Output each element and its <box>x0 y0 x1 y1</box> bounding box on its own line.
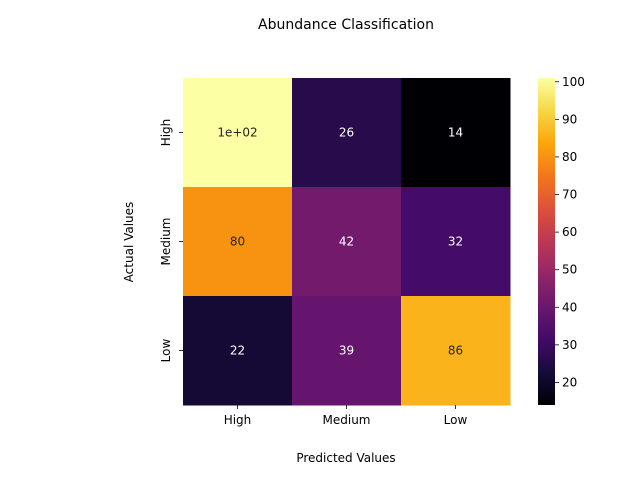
heatmap-cell <box>292 187 402 297</box>
x-tick-label: Low <box>444 413 468 427</box>
cell-value-label: 1e+02 <box>217 126 257 140</box>
cell-value-label: 14 <box>448 126 463 140</box>
x-tick-label: Medium <box>323 413 371 427</box>
cell-value-label: 42 <box>339 235 354 249</box>
colorbar-tick-label: 40 <box>562 300 577 314</box>
colorbar-gradient <box>538 78 555 405</box>
x-axis-ticks: High Medium Low <box>224 405 468 427</box>
colorbar-tick-label: 50 <box>562 263 577 277</box>
heatmap-cell <box>401 296 511 406</box>
colorbar-tick-label: 70 <box>562 188 577 202</box>
cell-value-label: 32 <box>448 235 463 249</box>
y-tick-label: Medium <box>159 218 173 266</box>
colorbar-tick-label: 20 <box>562 375 577 389</box>
colorbar: 20 30 40 50 60 70 80 90 100 <box>538 75 585 405</box>
cell-value-label: 86 <box>448 344 463 358</box>
cell-value-label: 39 <box>339 344 354 358</box>
heatmap-cell <box>401 187 511 297</box>
heatmap-cell <box>401 78 511 188</box>
cell-value-label: 22 <box>230 344 245 358</box>
x-axis-label: Predicted Values <box>296 451 395 465</box>
heatmap-cell <box>292 78 402 188</box>
cell-value-label: 80 <box>230 235 245 249</box>
x-tick-label: High <box>224 413 252 427</box>
heatmap-cell <box>292 296 402 406</box>
y-axis-ticks: High Medium Low <box>159 119 183 363</box>
heatmap-cell <box>183 296 293 406</box>
colorbar-tick-label: 90 <box>562 112 577 126</box>
y-tick-label: High <box>159 119 173 147</box>
heatmap-cells: 1e+02 26 14 80 42 32 22 39 86 <box>183 78 511 406</box>
colorbar-tick-label: 30 <box>562 338 577 352</box>
colorbar-tick-label: 80 <box>562 150 577 164</box>
y-axis-label: Actual Values <box>122 202 136 283</box>
heatmap-cell <box>183 78 293 188</box>
heatmap-cell <box>183 187 293 297</box>
y-tick-label: Low <box>159 339 173 363</box>
colorbar-tick-label: 60 <box>562 225 577 239</box>
colorbar-tick-label: 100 <box>562 75 585 89</box>
cell-value-label: 26 <box>339 126 354 140</box>
chart-title: Abundance Classification <box>258 17 434 33</box>
